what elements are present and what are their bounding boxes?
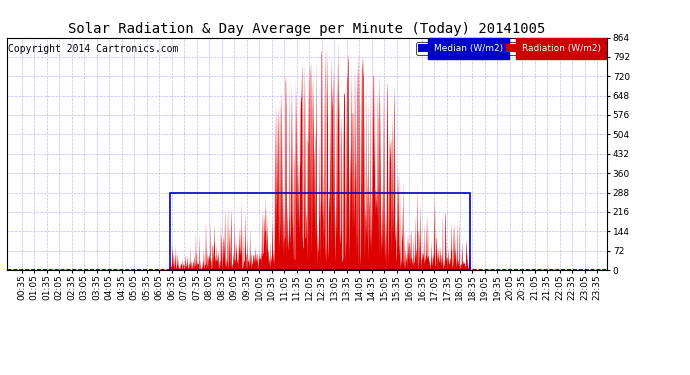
Legend: Median (W/m2), Radiation (W/m2): Median (W/m2), Radiation (W/m2) (416, 42, 602, 55)
Bar (170, 192, 470, 270)
Text: Copyright 2014 Cartronics.com: Copyright 2014 Cartronics.com (8, 45, 179, 54)
Title: Solar Radiation & Day Average per Minute (Today) 20141005: Solar Radiation & Day Average per Minute… (68, 22, 546, 36)
